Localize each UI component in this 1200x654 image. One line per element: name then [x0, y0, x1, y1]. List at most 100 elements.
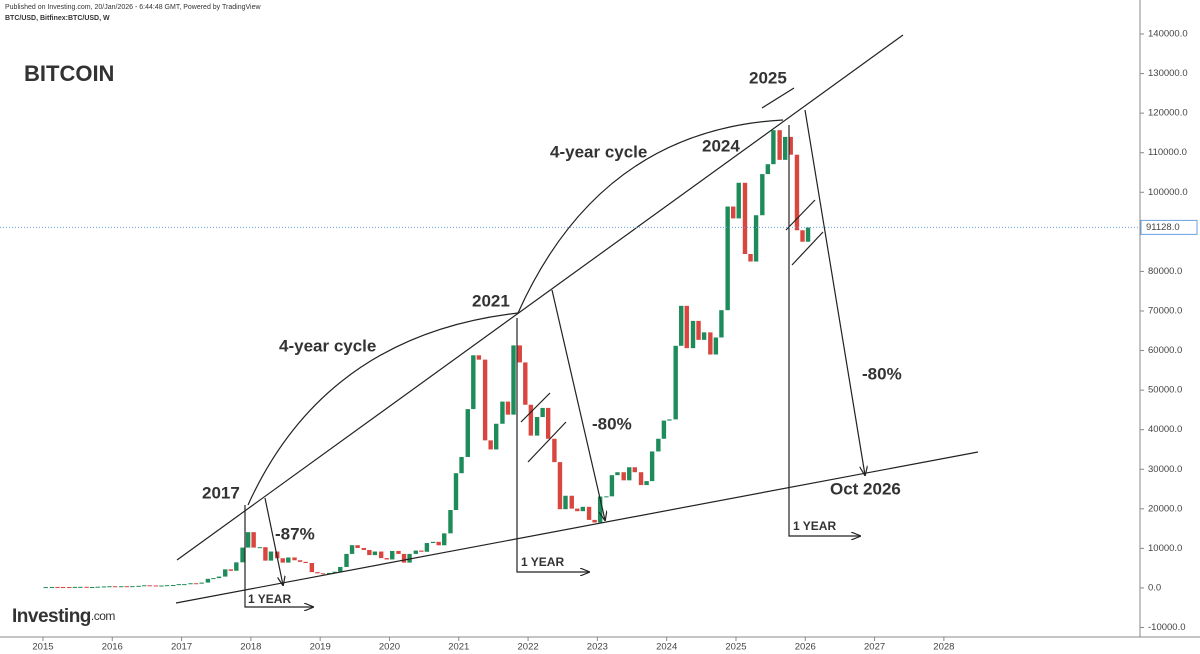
candle — [753, 215, 759, 262]
candle — [448, 509, 453, 534]
candle — [661, 420, 667, 439]
y-tick-label: 30000.0 — [1148, 464, 1182, 475]
x-tick-label: 2026 — [795, 642, 816, 653]
candle — [286, 557, 291, 563]
candle — [240, 547, 245, 563]
y-tick-label: 120000.0 — [1148, 108, 1188, 119]
logo: Investing.com — [12, 606, 115, 627]
candle — [216, 576, 222, 579]
candle — [638, 472, 644, 486]
annotation: 4-year cycle — [279, 336, 376, 355]
candle — [592, 519, 597, 523]
candle — [268, 551, 274, 561]
candle — [211, 578, 216, 580]
candle — [303, 561, 308, 564]
candle — [679, 305, 684, 346]
candle — [228, 569, 233, 571]
upper-trendline — [176, 34, 904, 561]
candle — [153, 585, 159, 587]
logo-main: Investing — [12, 606, 91, 627]
y-tick-label: 140000.0 — [1148, 29, 1188, 40]
cycle-arc — [247, 312, 519, 506]
x-tick-label: 2023 — [587, 642, 608, 653]
y-tick-label: 110000.0 — [1148, 147, 1187, 158]
candle — [523, 362, 528, 405]
candle — [604, 496, 609, 498]
channel-line — [785, 199, 816, 231]
candle — [748, 254, 753, 262]
candle — [586, 506, 592, 520]
y-tick-label: 130000.0 — [1148, 68, 1188, 79]
candle — [188, 583, 193, 585]
candle — [263, 547, 268, 561]
x-tick-label: 2017 — [171, 642, 192, 653]
year-span — [788, 125, 860, 536]
x-tick-label: 2021 — [448, 642, 469, 653]
candle — [72, 586, 78, 588]
candle — [407, 553, 412, 563]
candle — [788, 136, 793, 155]
candle — [517, 345, 522, 363]
candle — [95, 586, 100, 588]
candle — [696, 320, 701, 340]
candle — [396, 550, 401, 554]
candle — [43, 587, 48, 589]
candle — [540, 407, 545, 418]
candle — [164, 585, 170, 587]
candle — [136, 585, 141, 587]
year-span — [516, 318, 589, 572]
candle — [482, 359, 488, 441]
candle — [621, 472, 626, 481]
candle — [632, 467, 637, 473]
y-tick-label: 0.0 — [1148, 582, 1161, 593]
drop-arrow — [804, 109, 865, 475]
candle — [430, 541, 436, 544]
annotation: 2021 — [472, 291, 510, 310]
x-tick-label: 2022 — [518, 642, 539, 653]
candle — [124, 586, 130, 588]
x-tick-label: 2027 — [864, 642, 885, 653]
candle — [471, 355, 476, 410]
annotation: 1 YEAR — [521, 555, 564, 569]
candle — [176, 584, 181, 586]
candle — [193, 583, 199, 585]
candle — [800, 230, 805, 242]
y-tick-label: 70000.0 — [1148, 305, 1182, 316]
candle — [309, 563, 315, 573]
candle — [55, 586, 60, 588]
y-tick-label: -10000.0 — [1148, 622, 1186, 633]
candle — [493, 423, 499, 450]
candle — [615, 472, 620, 476]
annotation: 2017 — [202, 483, 240, 502]
candle — [545, 407, 551, 439]
y-tick-label: 20000.0 — [1148, 503, 1182, 514]
current-price-box — [1140, 219, 1198, 235]
candle — [436, 541, 441, 546]
candle — [251, 532, 256, 548]
candle — [419, 550, 424, 552]
candle — [89, 587, 95, 589]
candle — [736, 182, 741, 219]
candle — [794, 154, 800, 231]
candle — [777, 130, 782, 160]
candle — [401, 553, 407, 563]
y-tick-label: 50000.0 — [1148, 385, 1182, 396]
candle — [760, 174, 765, 216]
annotation: 2025 — [749, 68, 787, 87]
candle — [147, 585, 152, 587]
candle — [719, 310, 724, 338]
year-span — [244, 505, 313, 607]
candle — [84, 586, 89, 588]
candle — [667, 419, 672, 421]
x-tick-label: 2015 — [32, 642, 53, 653]
candle — [656, 438, 661, 452]
candle — [488, 440, 493, 450]
y-tick-label: 60000.0 — [1148, 345, 1182, 356]
candle — [580, 506, 586, 512]
annotation: 2024 — [702, 136, 740, 155]
candle — [297, 560, 303, 562]
candle — [49, 586, 55, 588]
channel-line — [520, 392, 551, 423]
